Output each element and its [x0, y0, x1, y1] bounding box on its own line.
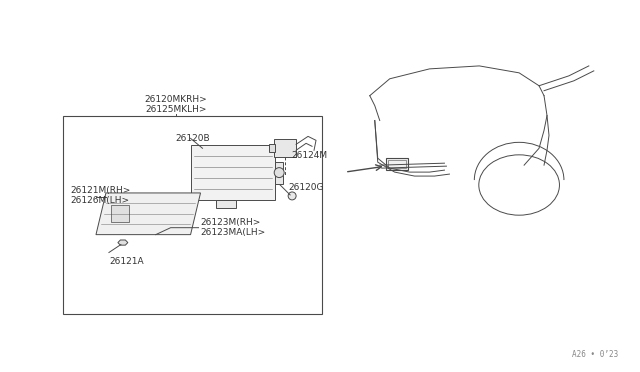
Bar [269, 144, 275, 152]
Text: 26126M(LH>: 26126M(LH> [70, 196, 129, 205]
Circle shape [288, 192, 296, 200]
Text: 26125MKLH>: 26125MKLH> [145, 105, 206, 114]
Text: A26 • 0’23: A26 • 0’23 [572, 350, 619, 359]
Text: 26123MA(LH>: 26123MA(LH> [200, 228, 266, 237]
Text: 26124M: 26124M [291, 151, 327, 160]
Bar [275, 162, 283, 183]
Text: 26123M(RH>: 26123M(RH> [200, 218, 261, 227]
Text: 26121M(RH>: 26121M(RH> [70, 186, 131, 195]
Bar [274, 140, 296, 157]
Bar [388, 160, 406, 168]
Circle shape [274, 168, 284, 177]
Bar [386, 158, 408, 170]
Bar [111, 205, 129, 222]
Bar [191, 145, 275, 200]
Text: 26120B: 26120B [175, 134, 211, 143]
Bar [216, 200, 236, 208]
Text: 26120MKRH>: 26120MKRH> [144, 95, 207, 104]
Bar [63, 116, 322, 314]
Polygon shape [118, 240, 128, 245]
Text: 26120G: 26120G [288, 183, 324, 192]
Text: 26121A: 26121A [109, 257, 143, 266]
Polygon shape [96, 193, 200, 235]
